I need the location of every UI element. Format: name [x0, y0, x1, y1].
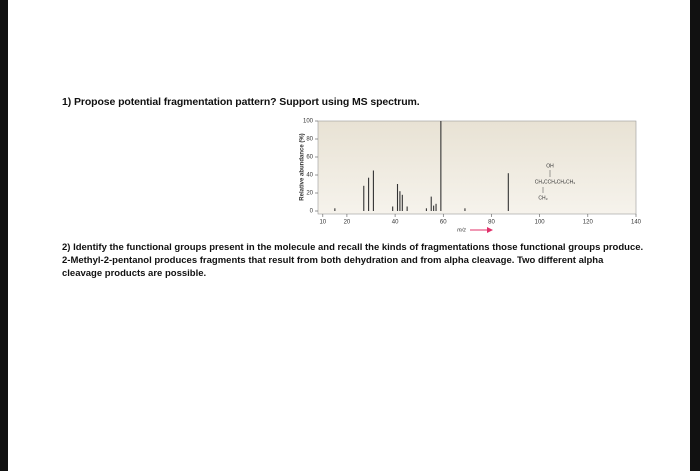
x-tick-label: 140: [631, 220, 642, 226]
x-tick-label: 40: [392, 220, 399, 226]
y-tick-label: 20: [306, 191, 313, 197]
right-border: [690, 0, 700, 471]
y-tick-label: 40: [306, 173, 313, 179]
text-line: 2-Methyl-2-pentanol produces fragments t…: [62, 255, 604, 266]
y-axis-label: Relative abundance (%): [300, 133, 306, 200]
left-border: [0, 0, 8, 471]
spectrum: Relative abundance (%) m/z OH CH₃CCH₂CH₂…: [300, 119, 642, 234]
text-line: cleavage products are possible.: [62, 268, 207, 279]
structure-chain: CH₃CCH₂CH₂CH₃: [535, 179, 575, 185]
x-axis-label: m/z: [457, 227, 466, 233]
structure-methyl: CH₃: [538, 195, 547, 201]
x-tick-label: 100: [535, 220, 546, 226]
x-tick-label: 20: [344, 220, 351, 226]
x-tick-label: 80: [488, 220, 495, 226]
plot-area: [317, 120, 637, 215]
y-tick-label: 80: [306, 137, 313, 143]
question-2: 2) Identify the functional groups presen…: [62, 241, 662, 280]
y-tick-label: 100: [303, 119, 314, 125]
y-tick-label: 60: [306, 155, 313, 161]
y-tick-label: 0: [310, 209, 314, 215]
text-line: 2) Identify the functional groups presen…: [62, 242, 644, 253]
x-tick-label: 120: [583, 220, 594, 226]
x-tick-label: 60: [440, 220, 447, 226]
x-tick-label: 10: [319, 220, 326, 226]
question-1: 1) Propose potential fragmentation patte…: [62, 96, 420, 108]
structure-oh: OH: [546, 163, 554, 169]
